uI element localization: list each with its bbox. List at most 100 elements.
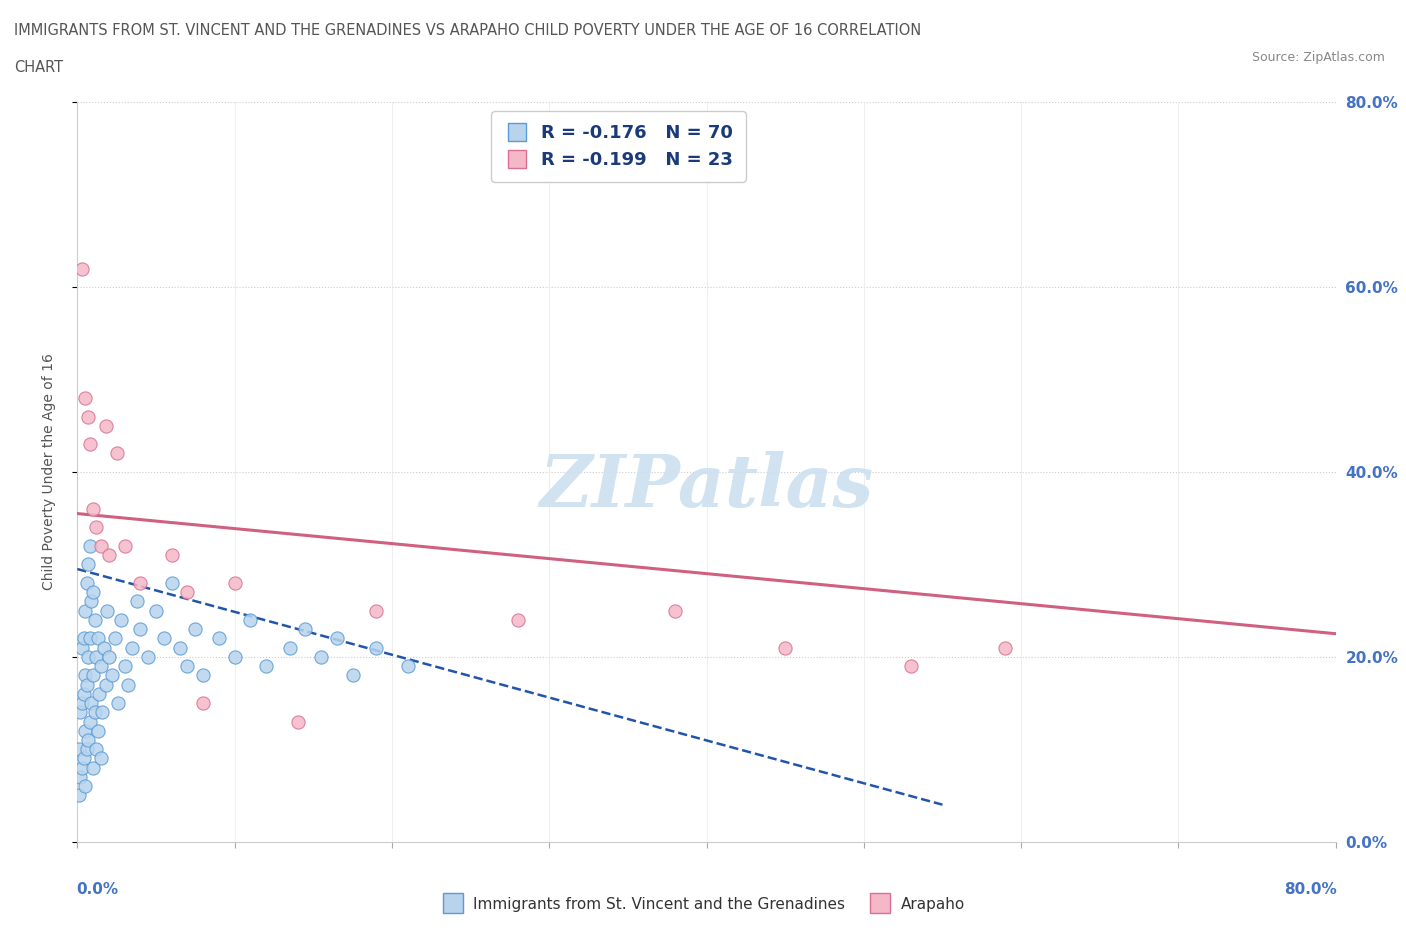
- Point: [84, 742, 107, 757]
- Point: [900, 658, 922, 673]
- Point: [129, 621, 152, 636]
- Point: [287, 714, 309, 729]
- Point: [75, 604, 97, 618]
- Point: [91, 705, 114, 720]
- Point: [93, 640, 115, 655]
- Point: [70, 761, 93, 776]
- Point: [70, 261, 93, 276]
- Point: [77, 557, 100, 572]
- Point: [366, 604, 388, 618]
- Point: [90, 751, 112, 766]
- Point: [136, 649, 159, 664]
- Point: [254, 658, 277, 673]
- Point: [70, 640, 93, 655]
- Text: 80.0%: 80.0%: [1284, 883, 1337, 897]
- Point: [79, 714, 101, 729]
- Point: [75, 668, 97, 683]
- Y-axis label: Child Poverty Under the Age of 16: Child Poverty Under the Age of 16: [42, 353, 56, 591]
- Point: [75, 778, 97, 793]
- Point: [160, 576, 183, 591]
- Point: [110, 613, 132, 628]
- Point: [76, 677, 98, 692]
- Point: [80, 594, 103, 609]
- Point: [117, 677, 139, 692]
- Point: [94, 418, 117, 433]
- Point: [107, 696, 129, 711]
- Point: [184, 621, 207, 636]
- Point: [67, 742, 90, 757]
- Point: [366, 640, 388, 655]
- Point: [105, 446, 128, 461]
- Point: [224, 649, 246, 664]
- Point: [239, 613, 262, 628]
- Point: [326, 631, 349, 645]
- Point: [76, 742, 98, 757]
- Point: [75, 724, 97, 738]
- Point: [773, 640, 796, 655]
- Point: [82, 501, 104, 516]
- Point: [77, 409, 100, 424]
- Point: [84, 520, 107, 535]
- Point: [96, 604, 118, 618]
- Point: [82, 585, 104, 600]
- Text: ZIPatlas: ZIPatlas: [540, 451, 873, 523]
- Point: [396, 658, 419, 673]
- Point: [114, 538, 136, 553]
- Point: [129, 576, 152, 591]
- Point: [94, 677, 117, 692]
- Point: [79, 538, 101, 553]
- Point: [176, 658, 198, 673]
- Point: [83, 613, 105, 628]
- Point: [79, 631, 101, 645]
- Point: [97, 649, 120, 664]
- Point: [79, 437, 101, 452]
- Point: [69, 769, 91, 784]
- Point: [80, 696, 103, 711]
- Point: [121, 640, 143, 655]
- Point: [84, 649, 107, 664]
- Point: [176, 585, 198, 600]
- Point: [97, 548, 120, 563]
- Point: [191, 696, 215, 711]
- Point: [342, 668, 364, 683]
- Legend: R = -0.176   N = 70, R = -0.199   N = 23: R = -0.176 N = 70, R = -0.199 N = 23: [491, 112, 747, 181]
- Point: [87, 631, 110, 645]
- Point: [160, 548, 183, 563]
- Point: [169, 640, 191, 655]
- Point: [67, 788, 90, 803]
- Point: [69, 705, 91, 720]
- Point: [82, 761, 104, 776]
- Point: [89, 686, 111, 701]
- Point: [224, 576, 246, 591]
- Point: [90, 658, 112, 673]
- Text: CHART: CHART: [14, 60, 63, 75]
- Point: [104, 631, 127, 645]
- Point: [72, 751, 94, 766]
- Point: [208, 631, 231, 645]
- Point: [77, 733, 100, 748]
- Point: [76, 576, 98, 591]
- Point: [309, 649, 332, 664]
- Point: [90, 538, 112, 553]
- Legend: Immigrants from St. Vincent and the Grenadines, Arapaho: Immigrants from St. Vincent and the Gren…: [436, 891, 970, 918]
- Point: [114, 658, 136, 673]
- Point: [506, 613, 529, 628]
- Point: [70, 696, 93, 711]
- Text: IMMIGRANTS FROM ST. VINCENT AND THE GRENADINES VS ARAPAHO CHILD POVERTY UNDER TH: IMMIGRANTS FROM ST. VINCENT AND THE GREN…: [14, 23, 921, 38]
- Point: [278, 640, 301, 655]
- Point: [87, 724, 110, 738]
- Point: [72, 631, 94, 645]
- Point: [294, 621, 316, 636]
- Text: 0.0%: 0.0%: [76, 883, 118, 897]
- Point: [994, 640, 1017, 655]
- Point: [145, 604, 167, 618]
- Point: [75, 391, 97, 405]
- Point: [153, 631, 176, 645]
- Point: [191, 668, 215, 683]
- Point: [82, 668, 104, 683]
- Point: [101, 668, 124, 683]
- Point: [127, 594, 149, 609]
- Point: [72, 686, 94, 701]
- Point: [77, 649, 100, 664]
- Point: [664, 604, 686, 618]
